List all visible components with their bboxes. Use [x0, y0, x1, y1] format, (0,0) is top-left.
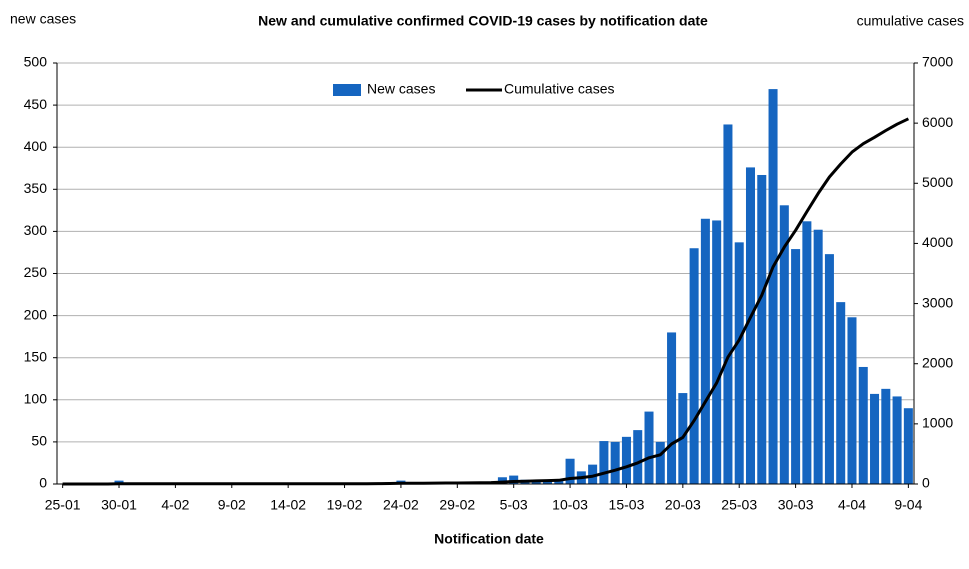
y2-tick-label: 3000 — [922, 294, 953, 310]
x-tick-label: 4-04 — [838, 497, 866, 513]
y2-tick-label: 7000 — [922, 54, 953, 70]
bar — [599, 441, 609, 484]
bar — [554, 480, 564, 484]
bar — [734, 242, 744, 484]
x-tick-label: 5-03 — [500, 497, 528, 513]
y-axis-title: new cases — [10, 11, 76, 27]
bar — [892, 396, 902, 484]
bar — [779, 205, 789, 484]
x-tick-label: 30-03 — [778, 497, 814, 513]
y2-tick-label: 1000 — [922, 415, 953, 431]
bar — [870, 393, 880, 484]
bar — [565, 458, 575, 484]
bar — [509, 475, 519, 484]
y-tick-label: 200 — [24, 306, 48, 322]
bar — [824, 254, 834, 484]
bar — [802, 221, 812, 484]
x-tick-label: 15-03 — [609, 497, 645, 513]
bar — [881, 388, 891, 484]
legend-label: Cumulative cases — [504, 81, 615, 97]
x-tick-label: 24-02 — [383, 497, 419, 513]
bar — [858, 366, 868, 484]
y2-tick-label: 5000 — [922, 174, 953, 190]
y2-tick-label: 2000 — [922, 354, 953, 370]
bar — [621, 436, 631, 484]
x-tick-label: 4-02 — [161, 497, 189, 513]
bar — [644, 411, 654, 484]
x-tick-label: 9-04 — [894, 497, 922, 513]
y2-axis-title: cumulative cases — [857, 13, 964, 29]
bar — [836, 302, 846, 484]
bar — [723, 124, 733, 484]
y-tick-label: 100 — [24, 391, 48, 407]
bar — [588, 464, 598, 484]
x-tick-label: 14-02 — [270, 497, 306, 513]
bar — [813, 229, 823, 484]
bar — [768, 89, 778, 485]
x-axis-title: Notification date — [434, 531, 544, 547]
x-tick-label: 19-02 — [327, 497, 363, 513]
y-tick-label: 50 — [31, 433, 47, 449]
x-tick-label: 9-02 — [218, 497, 246, 513]
bar — [712, 220, 722, 485]
bar — [791, 249, 801, 484]
y-tick-label: 400 — [24, 138, 48, 154]
bar — [655, 441, 665, 484]
bar — [633, 430, 643, 484]
bar — [903, 408, 913, 484]
bar — [847, 317, 857, 484]
x-tick-label: 29-02 — [439, 497, 475, 513]
y-tick-label: 300 — [24, 222, 48, 238]
bar — [745, 167, 756, 484]
y-tick-label: 0 — [39, 475, 47, 491]
bar — [667, 332, 677, 484]
chart-title: New and cumulative confirmed COVID-19 ca… — [258, 13, 708, 29]
y2-tick-label: 6000 — [922, 114, 953, 130]
y-tick-label: 250 — [24, 264, 48, 280]
y-tick-label: 500 — [24, 54, 48, 70]
x-tick-label: 30-01 — [101, 497, 137, 513]
y-tick-label: 150 — [24, 348, 48, 364]
x-tick-label: 25-03 — [721, 497, 757, 513]
bar — [689, 248, 699, 484]
y-tick-label: 350 — [24, 180, 48, 196]
y-tick-label: 450 — [24, 96, 48, 112]
x-tick-label: 20-03 — [665, 497, 701, 513]
x-tick-label: 25-01 — [45, 497, 81, 513]
y2-tick-label: 4000 — [922, 234, 953, 250]
bar — [757, 174, 767, 484]
bar — [610, 441, 620, 484]
x-tick-label: 10-03 — [552, 497, 588, 513]
legend-swatch — [333, 84, 361, 96]
bar — [700, 218, 710, 484]
y2-tick-label: 0 — [922, 475, 930, 491]
legend-label: New cases — [367, 81, 435, 97]
